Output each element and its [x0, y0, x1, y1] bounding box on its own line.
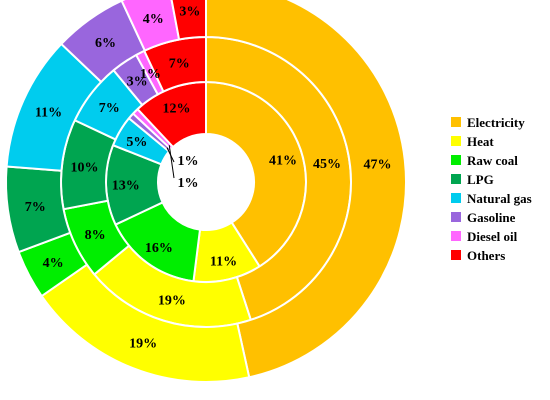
legend-label-heat: Heat	[467, 134, 494, 149]
outer-ring-label-natural-gas: 11%	[35, 106, 62, 121]
middle-ring-label-others: 7%	[169, 56, 190, 71]
legend-swatch-gasoline	[451, 212, 461, 222]
legend-label-others: Others	[467, 248, 505, 263]
legend-label-lpg: LPG	[467, 172, 494, 187]
outer-ring-slice-electricity	[205, 0, 407, 379]
middle-ring-label-diesel-oil: 1%	[140, 67, 161, 82]
outer-ring-label-heat: 19%	[129, 337, 157, 352]
inner-ring-label-lpg: 13%	[112, 179, 140, 194]
legend-swatch-natural-gas	[451, 193, 461, 203]
legend-label-natural-gas: Natural gas	[467, 191, 532, 206]
outer-ring-label-others: 3%	[179, 4, 200, 19]
legend: Electricity Heat Raw coal LPG Natural gas Gas…	[451, 115, 532, 263]
legend-swatch-raw-coal	[451, 155, 461, 165]
middle-ring-label-electricity: 45%	[313, 157, 341, 172]
legend-swatch-diesel-oil	[451, 231, 461, 241]
legend-swatch-others	[451, 250, 461, 260]
middle-ring-label-heat: 19%	[158, 294, 186, 309]
leader-lines	[166, 145, 175, 179]
outer-ring-label-electricity: 47%	[363, 157, 391, 172]
inner-ring-label-others: 12%	[162, 101, 190, 116]
legend-swatch-lpg	[451, 174, 461, 184]
legend-swatch-heat	[451, 136, 461, 146]
outer-ring-label-lpg: 7%	[25, 200, 46, 215]
legend-label-gasoline: Gasoline	[467, 210, 516, 225]
inner-ring-label-natural-gas: 5%	[126, 135, 147, 150]
outer-ring-slice-others	[170, 0, 207, 41]
slice-labels: 41%11%16%13%5%1%1%12%45%19%8%10%7%3%1%7%…	[25, 4, 392, 351]
legend-label-raw-coal: Raw coal	[467, 153, 518, 168]
inner-ring-label-heat: 11%	[210, 254, 237, 269]
legend-label-electricity: Electricity	[467, 115, 525, 130]
inner-ring-label-raw-coal: 16%	[145, 241, 173, 256]
legend-label-diesel-oil: Diesel oil	[467, 229, 518, 244]
outer-ring-label-raw-coal: 4%	[43, 256, 64, 271]
inner-ring-label-diesel-oil: 1%	[178, 176, 199, 191]
middle-ring-label-lpg: 10%	[70, 161, 98, 176]
inner-ring-label-electricity: 41%	[269, 154, 297, 169]
legend-swatch-electricity	[451, 117, 461, 127]
outer-ring-label-diesel-oil: 4%	[143, 12, 164, 27]
inner-ring-label-gasoline: 1%	[178, 154, 199, 169]
leader-line-diesel-oil	[168, 145, 175, 179]
donut-rings	[5, 0, 407, 383]
middle-ring-label-raw-coal: 8%	[85, 228, 106, 243]
middle-ring-label-natural-gas: 7%	[99, 101, 120, 116]
middle-ring-label-gasoline: 3%	[127, 75, 148, 90]
outer-ring-label-gasoline: 6%	[95, 36, 116, 51]
